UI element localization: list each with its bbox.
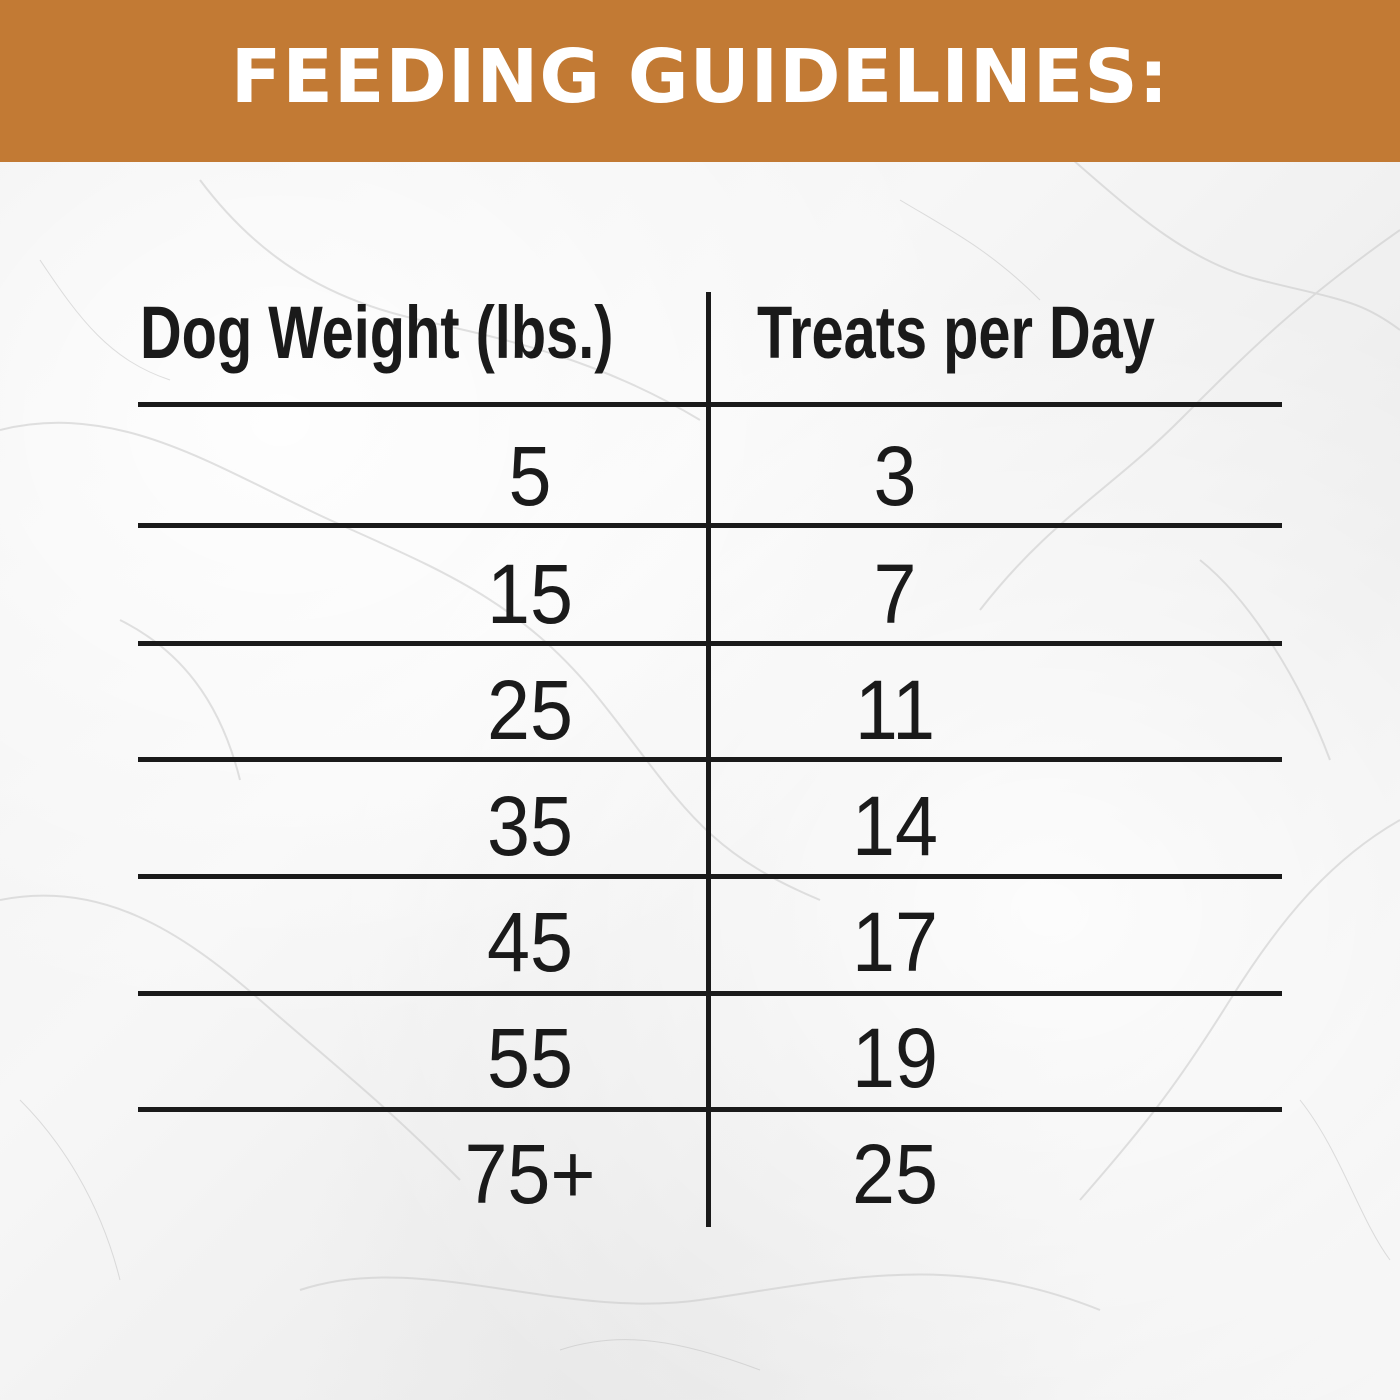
page-title: FEEDING GUIDELINES: [230,34,1170,120]
treats-per-day-cell: 7 [873,547,917,641]
treats-per-day-cell: 14 [852,779,938,873]
dog-weight-cell: 15 [487,547,573,641]
row-divider [138,991,1282,996]
dog-weight-cell: 25 [487,663,573,757]
row-divider [138,523,1282,528]
dog-weight-cell: 75+ [464,1127,596,1221]
treats-per-day-cell: 3 [873,429,917,523]
dog-weight-cell: 55 [487,1011,573,1105]
dog-weight-cell: 5 [508,429,552,523]
header-band: FEEDING GUIDELINES: [0,0,1400,162]
treats-per-day-cell: 17 [852,895,938,989]
treats-per-day-cell: 19 [852,1011,938,1105]
dog-weight-cell: 45 [487,895,573,989]
treats-per-day-cell: 25 [852,1127,938,1221]
column-header-dog-weight: Dog Weight (lbs.) [140,291,614,374]
dog-weight-cell: 35 [487,779,573,873]
row-divider [138,402,1282,407]
treats-per-day-cell: 11 [854,663,936,757]
row-divider [138,641,1282,646]
column-header-treats-per-day: Treats per Day [757,291,1155,374]
row-divider [138,1107,1282,1112]
row-divider [138,757,1282,762]
row-divider [138,874,1282,879]
